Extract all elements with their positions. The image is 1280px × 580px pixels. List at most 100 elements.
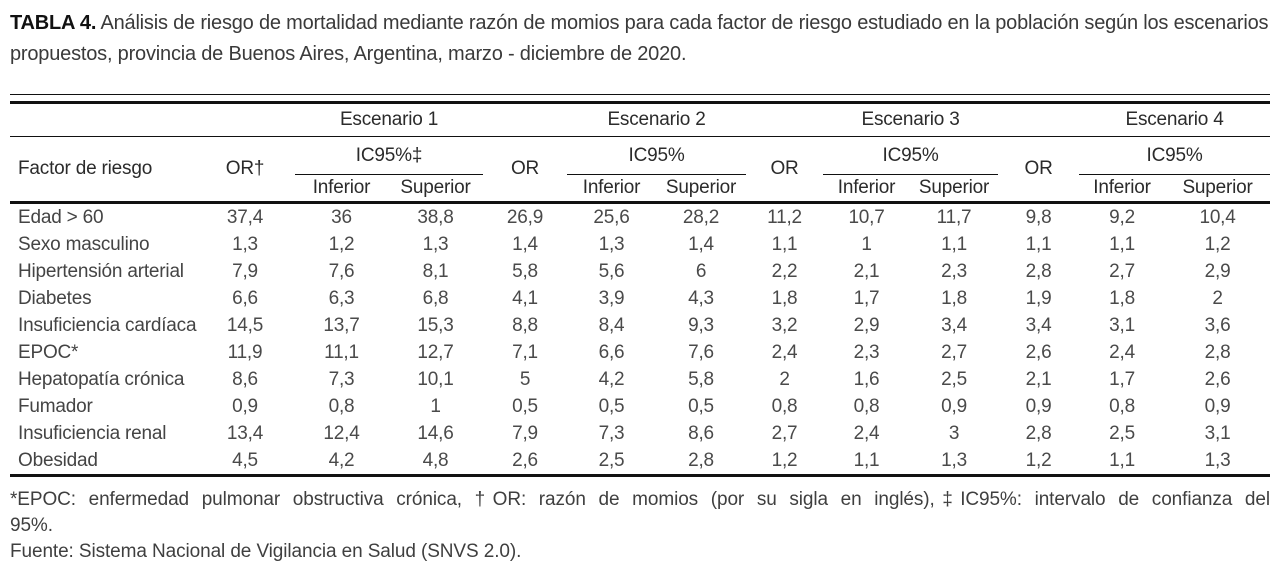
superior-column-header: Superior [1182, 177, 1253, 198]
cell-value: 0,5 [598, 395, 625, 417]
cell-value: 8,6 [688, 422, 714, 444]
cell-value: 10,1 [417, 368, 454, 390]
caption-line-2: propuestos, provincia de Buenos Aires, A… [10, 43, 687, 65]
table-row: Diabetes 6,6 6,3 6,8 4,1 3,9 4,3 1,8 1,7 1,8 1,9 1,… [10, 285, 1270, 312]
cell-value: 2 [779, 368, 790, 390]
cell-value: 2,7 [941, 341, 967, 363]
cell-value: 1,1 [1109, 449, 1135, 471]
cell-value: 25,6 [593, 206, 630, 228]
cell-value: 0,8 [853, 395, 880, 417]
table-caption: TABLA 4. Análisis de riesgo de mortalida… [10, 8, 1270, 70]
cell-value: 1,1 [853, 449, 880, 471]
cell-value: 7,1 [512, 341, 538, 363]
cell-value: 1,7 [853, 287, 880, 309]
cell-value: 1,2 [328, 233, 355, 255]
cell-value: 3,1 [1109, 314, 1135, 336]
table-row: EPOC* 11,9 11,1 12,7 7,1 6,6 7,6 2,4 2,3 2,7 2,6 2,… [10, 339, 1270, 366]
cell-value: 0,8 [1109, 395, 1135, 417]
cell-value: 7,6 [688, 341, 714, 363]
cell-value: 11,7 [936, 206, 972, 228]
cell-value: 37,4 [226, 206, 264, 228]
cell-value: 2 [1212, 287, 1223, 309]
cell-value: 15,3 [417, 314, 454, 336]
cell-value: 10,4 [1199, 206, 1236, 228]
or-column-header-3: OR [770, 158, 799, 179]
cell-value: 4,2 [598, 368, 625, 390]
cell-value: 1,7 [1109, 368, 1135, 390]
factor-column-header: Factor de riesgo [18, 158, 153, 179]
cell-value: 5,8 [688, 368, 714, 390]
cell-value: 2,2 [771, 260, 798, 282]
cell-value: 0,9 [1025, 395, 1052, 417]
cell-value: 3,4 [1025, 314, 1052, 336]
cell-value: 1,1 [1109, 233, 1135, 255]
ic95-column-header-4: IC95% [1079, 136, 1271, 175]
table-row: Insuficiencia renal 13,4 12,4 14,6 7,9 7,3 8,6… [10, 420, 1270, 447]
cell-value: 1,3 [1204, 449, 1231, 471]
cell-value: 36 [331, 206, 352, 228]
superior-column-header: Superior [665, 177, 737, 198]
cell-value: 6 [695, 260, 707, 282]
cell-value: 2,5 [598, 449, 625, 471]
row-factor-label: Hepatopatía crónica [18, 368, 185, 390]
cell-value: 26,9 [506, 206, 544, 228]
caption-text-line1: Análisis de riesgo de mortalidad mediant… [100, 12, 1269, 34]
spacer-cell [483, 102, 568, 137]
superior-column-header: Superior [918, 177, 990, 198]
spacer-cell [746, 102, 824, 137]
cell-value: 0,5 [512, 395, 538, 417]
cell-value: 3,2 [771, 314, 798, 336]
cell-value: 13,4 [226, 422, 264, 444]
cell-value: 2,9 [1204, 260, 1231, 282]
cell-value: 7,9 [232, 260, 258, 282]
cell-value: 2,7 [771, 422, 798, 444]
cell-value: 2,5 [941, 368, 967, 390]
cell-value: 8,4 [598, 314, 625, 336]
cell-value: 2,3 [853, 341, 880, 363]
cell-value: 12,7 [417, 341, 454, 363]
cell-value: 1,8 [1109, 287, 1135, 309]
cell-value: 2,1 [853, 260, 880, 282]
cell-value: 14,5 [226, 314, 264, 336]
cell-value: 1,4 [688, 233, 714, 255]
table-row: Sexo masculino 1,3 1,2 1,3 1,4 1,3 1,4 1,1 1 1,1 1… [10, 231, 1270, 258]
cell-value: 11,2 [767, 206, 802, 228]
or-column-header-1: OR† [225, 158, 265, 179]
bound-header-row: Inferior Superior Inferior Superior Infe… [10, 175, 1270, 203]
footnote-definitions-line1: *EPOC: enfermedad pulmonar obstructiva c… [10, 489, 1270, 510]
scenario-header-row: Escenario 1 Escenario 2 Escenario 3 Esce… [10, 102, 1271, 137]
cell-value: 7,3 [328, 368, 355, 390]
cell-value: 2,6 [1204, 368, 1231, 390]
row-factor-label: Fumador [18, 395, 93, 417]
cell-value: 1,6 [853, 368, 880, 390]
cell-value: 0,8 [328, 395, 355, 417]
cell-value: 5,8 [512, 260, 538, 282]
cell-value: 1,1 [1025, 233, 1052, 255]
caption-line-1: TABLA 4. Análisis de riesgo de mortalida… [10, 8, 1270, 39]
or-column-header-4: OR [1024, 158, 1053, 179]
cell-value: 0,9 [232, 395, 258, 417]
spacer-cell [10, 102, 195, 137]
cell-value: 2,1 [1025, 368, 1052, 390]
cell-value: 1,2 [1025, 449, 1052, 471]
cell-value: 9,2 [1109, 206, 1135, 228]
row-factor-label: Obesidad [18, 449, 98, 471]
cell-value: 2,9 [853, 314, 880, 336]
cell-value: 10,7 [848, 206, 885, 228]
table-header: Escenario 1 Escenario 2 Escenario 3 Esce… [10, 102, 1271, 203]
or-column-header-2: OR [510, 158, 540, 179]
cell-value: 12,4 [323, 422, 360, 444]
scenario-2-header: Escenario 2 [567, 102, 747, 137]
paper-page: TABLA 4. Análisis de riesgo de mortalida… [10, 8, 1271, 562]
inferior-column-header: Inferior [582, 177, 641, 198]
table-row: Insuficiencia cardíaca 14,5 13,7 15,3 8,8 8,4… [10, 312, 1270, 339]
cell-value: 2,6 [512, 449, 538, 471]
spacer-cell [195, 102, 295, 137]
cell-value: 4,1 [512, 287, 538, 309]
ic95-column-header-1: IC95%‡ [295, 136, 484, 175]
cell-value: 9,3 [688, 314, 714, 336]
row-factor-label: Insuficiencia cardíaca [18, 314, 197, 336]
row-factor-label: Hipertensión arterial [18, 260, 184, 282]
table-body: Edad > 60 37,4 36 38,8 26,9 25,6 28,2 11,2 10,7 1… [10, 203, 1270, 476]
spacer-cell [998, 102, 1080, 137]
